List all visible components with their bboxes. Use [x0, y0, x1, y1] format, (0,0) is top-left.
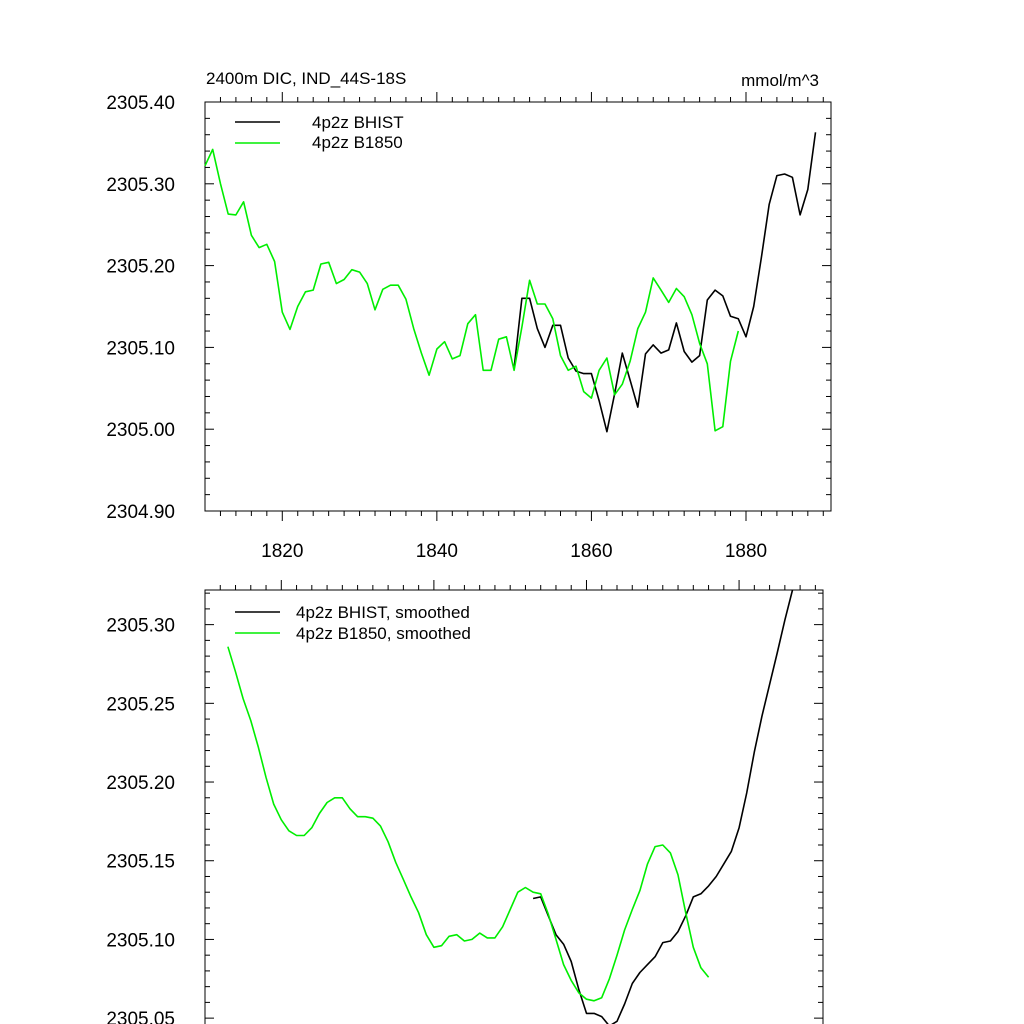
- legend-label-bhist: 4p2z BHIST: [312, 113, 404, 132]
- top-axis-ticks: [205, 92, 831, 521]
- y-tick-label: 2305.10: [106, 930, 175, 951]
- top-y-tick-labels: 2304.90 2305.00 2305.10 2305.20 2305.30 2305.…: [106, 93, 175, 523]
- y-tick-label: 2305.00: [106, 420, 175, 441]
- series-line-bhist-smoothed: [532, 589, 794, 1024]
- y-tick-label: 2305.20: [106, 773, 175, 794]
- legend-label-b1850: 4p2z B1850: [312, 133, 403, 152]
- series-line-b1850-smoothed: [227, 646, 710, 1002]
- top-plot-frame: [204, 101, 832, 512]
- y-tick-label: 2305.20: [106, 257, 175, 278]
- bottom-series-lines: [227, 589, 794, 1024]
- bottom-legend: 4p2z BHIST, smoothed 4p2z B1850, smoothe…: [235, 603, 471, 643]
- bottom-plot-frame: [204, 589, 824, 1024]
- y-tick-label: 2305.30: [106, 175, 175, 196]
- y-tick-label: 2305.05: [106, 1009, 175, 1024]
- bottom-axis-ticks: [205, 580, 823, 1019]
- top-panel: 2400m DIC, IND_44S-18S mmol/m^3 2304.902…: [106, 69, 832, 562]
- y-tick-label: 2305.25: [106, 694, 175, 715]
- top-legend: 4p2z BHIST 4p2z B1850: [235, 113, 404, 152]
- series-line-bhist: [513, 132, 817, 433]
- bottom-y-tick-labels: 2305.05 2305.10 2305.15 2305.20 2305.25 2305.…: [106, 616, 175, 1024]
- legend-label-bhist-smoothed: 4p2z BHIST, smoothed: [296, 603, 470, 622]
- series-line-b1850: [204, 148, 740, 432]
- x-tick-label: 1880: [725, 541, 767, 562]
- top-x-tick-labels: 1820 1840 1860 1880: [261, 541, 767, 562]
- x-tick-label: 1820: [261, 541, 303, 562]
- x-tick-label: 1840: [416, 541, 458, 562]
- y-tick-label: 2305.10: [106, 338, 175, 359]
- legend-label-b1850-smoothed: 4p2z B1850, smoothed: [296, 624, 471, 643]
- bottom-panel: 2305.05 2305.10 2305.15 2305.20 2305.25 2305.…: [106, 580, 824, 1024]
- units-label: mmol/m^3: [741, 71, 819, 90]
- y-tick-label: 2304.90: [106, 502, 175, 523]
- y-tick-label: 2305.15: [106, 852, 175, 873]
- top-series-lines: [204, 132, 817, 433]
- x-tick-label: 1860: [570, 541, 612, 562]
- y-tick-label: 2305.30: [106, 616, 175, 637]
- y-tick-label: 2305.40: [106, 93, 175, 114]
- chart-title: 2400m DIC, IND_44S-18S: [206, 69, 406, 88]
